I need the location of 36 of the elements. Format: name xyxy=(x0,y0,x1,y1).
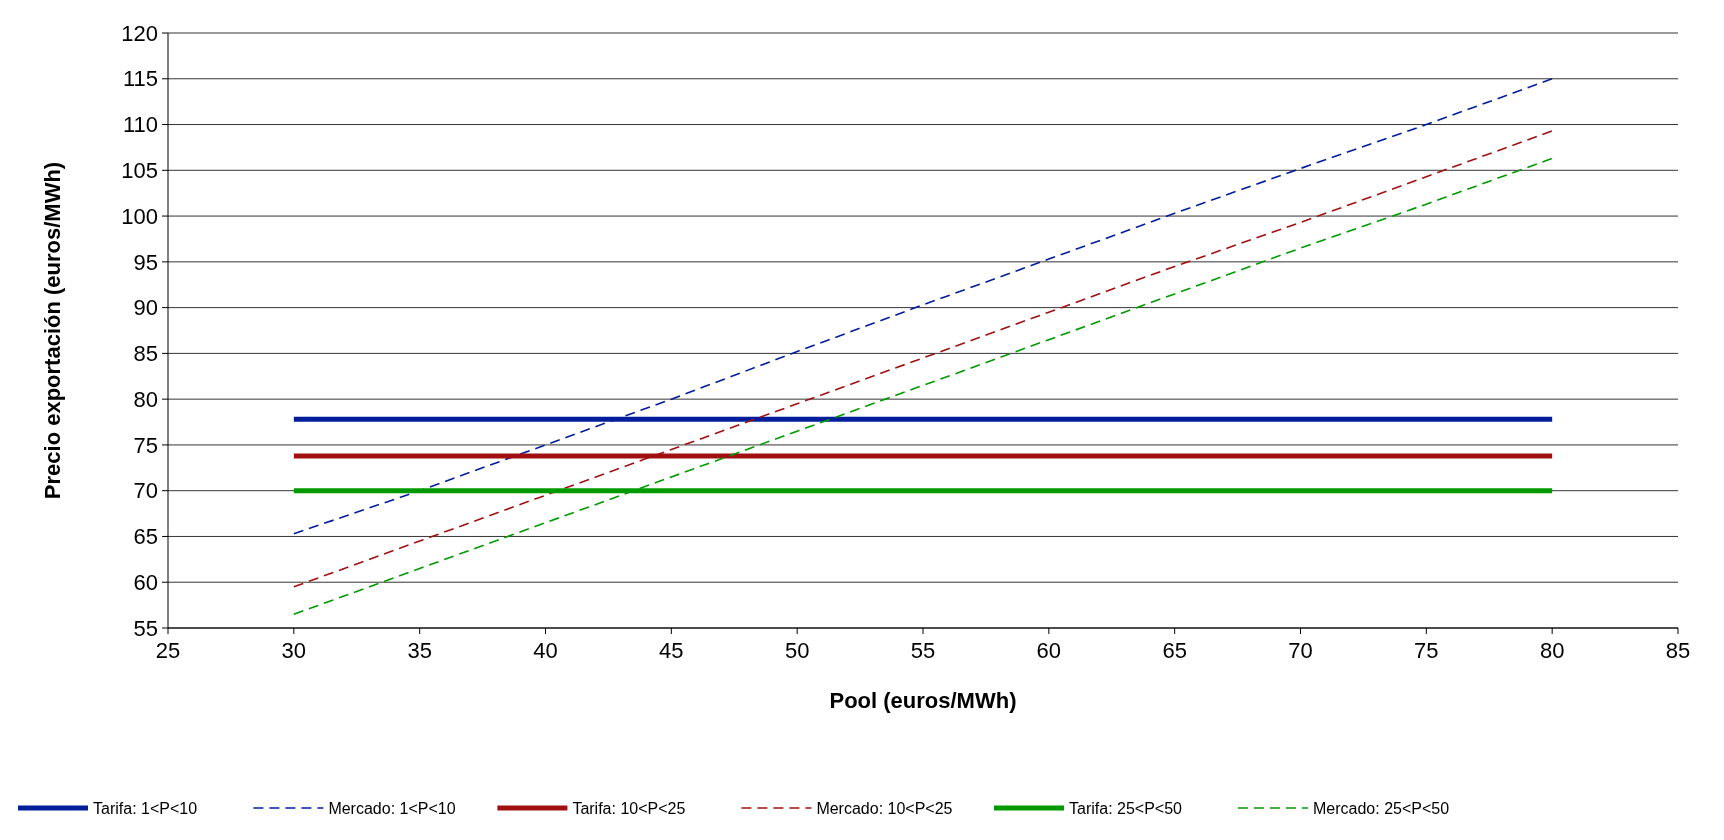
y-tick-label: 115 xyxy=(122,66,158,92)
x-tick-label: 55 xyxy=(910,638,936,663)
y-tick-label: 70 xyxy=(133,478,158,504)
x-tick-label: 70 xyxy=(1288,638,1313,663)
line-series xyxy=(293,77,1553,535)
y-tick-label: 75 xyxy=(133,432,158,458)
y-tick-label: 60 xyxy=(133,569,158,595)
y-tick-label: 85 xyxy=(133,341,158,367)
y-tick-label: 80 xyxy=(133,386,158,412)
x-tick-label: 60 xyxy=(1036,638,1062,663)
legend-label: Tarifa: 1<P<10 xyxy=(93,800,198,817)
x-tick-label: 35 xyxy=(407,638,432,663)
x-axis-title: Pool (euros/MWh) xyxy=(829,688,1017,713)
x-tick-label: 40 xyxy=(533,638,558,663)
legend-label: Tarifa: 10<P<25 xyxy=(572,800,686,817)
y-tick-label: 65 xyxy=(133,524,158,550)
x-tick-label: 30 xyxy=(281,638,307,663)
legend-label: Mercado: 25<P<50 xyxy=(1313,800,1450,817)
y-tick-label: 120 xyxy=(121,20,158,46)
y-tick-label: 55 xyxy=(133,615,158,641)
y-axis-title: Precio exportación (euros/MWh) xyxy=(40,161,65,500)
y-tick-label: 110 xyxy=(122,112,158,138)
y-tick-label: 105 xyxy=(121,158,158,184)
legend-label: Tarifa: 25<P<50 xyxy=(1069,800,1183,817)
x-tick-label: 80 xyxy=(1539,638,1565,663)
y-tick-label: 95 xyxy=(133,249,158,275)
legend-label: Mercado: 10<P<25 xyxy=(816,800,953,817)
x-tick-label: 65 xyxy=(1162,638,1187,663)
y-tick-label: 100 xyxy=(121,203,158,229)
legend-label: Mercado: 1<P<10 xyxy=(328,800,456,817)
x-tick-label: 45 xyxy=(659,638,684,663)
x-tick-label: 75 xyxy=(1414,638,1439,663)
x-tick-label: 50 xyxy=(784,638,810,663)
x-tick-label: 85 xyxy=(1665,638,1691,663)
x-tick-label: 25 xyxy=(155,638,181,663)
y-tick-label: 90 xyxy=(133,295,158,321)
